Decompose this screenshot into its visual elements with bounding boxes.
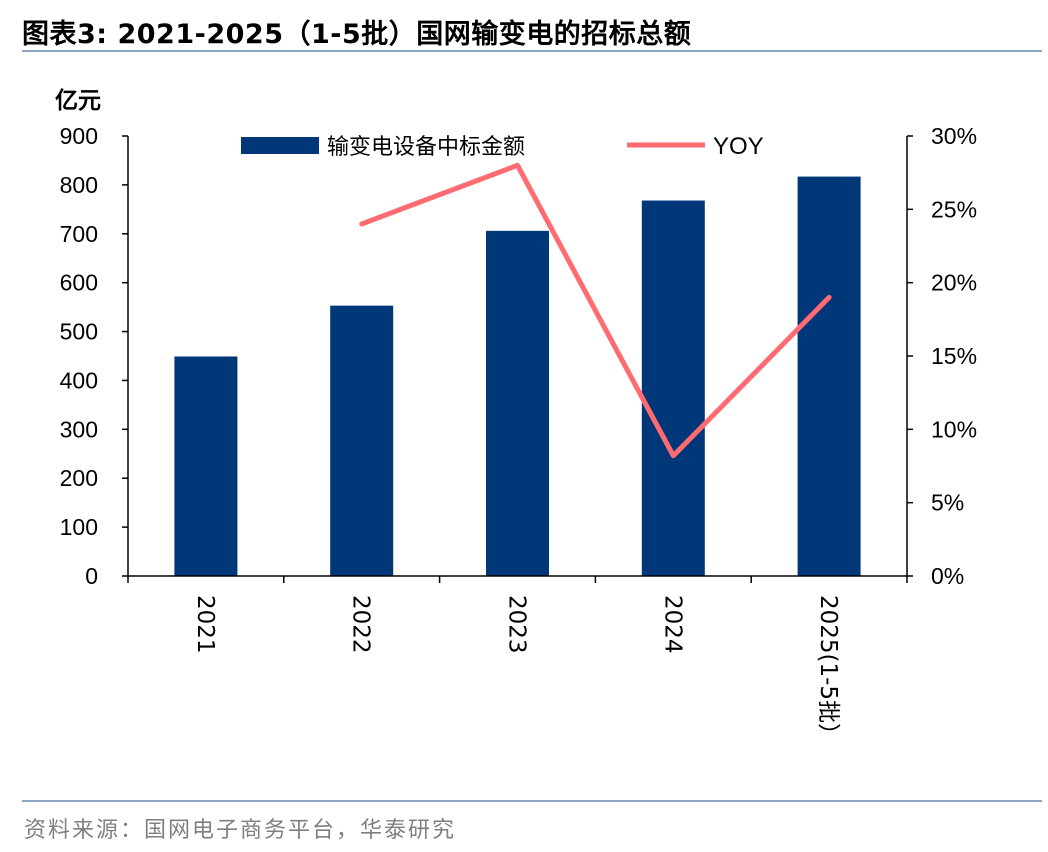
- right-tick-label: 25%: [931, 196, 977, 222]
- left-tick-label: 800: [60, 172, 98, 198]
- left-tick-label: 400: [60, 367, 98, 393]
- y-axis-unit-label: 亿元: [55, 88, 101, 114]
- right-tick-label: 5%: [931, 490, 964, 516]
- left-tick-label: 100: [60, 514, 98, 540]
- chart-title: 图表3: 2021-2025（1-5批）国网输变电的招标总额: [22, 19, 692, 50]
- title-divider: [22, 50, 1042, 52]
- right-tick-label: 15%: [931, 343, 977, 369]
- source-note: 资料来源：国网电子商务平台，华泰研究: [24, 818, 457, 843]
- legend-label-bar: 输变电设备中标金额: [327, 135, 525, 160]
- bar-2023: [486, 230, 549, 576]
- left-tick-label: 300: [60, 416, 98, 442]
- bar-2022: [330, 305, 394, 576]
- bar-series: [174, 176, 861, 577]
- right-tick-label: 10%: [931, 416, 977, 442]
- left-tick-label: 0: [85, 563, 98, 589]
- x-tick-label: 2024: [659, 595, 685, 654]
- yoy-point: [672, 455, 674, 457]
- bar-2021: [174, 356, 238, 576]
- left-tick-label: 900: [60, 123, 98, 149]
- yoy-line-series: [359, 162, 832, 459]
- x-tick-label: 2022: [348, 595, 374, 654]
- x-tick-label: 2025(1-5批）: [815, 595, 841, 746]
- right-tick-label: 20%: [931, 270, 977, 296]
- yoy-point: [828, 296, 830, 298]
- source-divider: [22, 800, 1042, 802]
- combo-chart: 0 100 200 300 400 500 600 700 800 900 0% 5% 10% 15% 20…: [55, 88, 977, 746]
- legend-swatch-bar: [241, 137, 319, 154]
- left-tick-label: 200: [60, 465, 98, 491]
- legend-label-line: YOY: [713, 133, 764, 160]
- left-tick-label: 600: [60, 270, 98, 296]
- left-tick-label: 500: [60, 319, 98, 345]
- yoy-line: [359, 162, 832, 459]
- yoy-point: [361, 223, 363, 225]
- right-tick-label: 30%: [931, 123, 977, 149]
- left-tick-label: 700: [60, 221, 98, 247]
- bar-2024: [641, 200, 705, 577]
- yoy-point: [517, 164, 518, 166]
- right-tick-label: 0%: [931, 563, 964, 589]
- x-tick-label: 2021: [192, 595, 218, 654]
- x-tick-label: 2023: [504, 595, 530, 654]
- bar-2025: [797, 176, 861, 577]
- legend: 输变电设备中标金额 YOY: [241, 133, 764, 160]
- axes: 0 100 200 300 400 500 600 700 800 900 0% 5% 10% 15% 20…: [55, 88, 977, 746]
